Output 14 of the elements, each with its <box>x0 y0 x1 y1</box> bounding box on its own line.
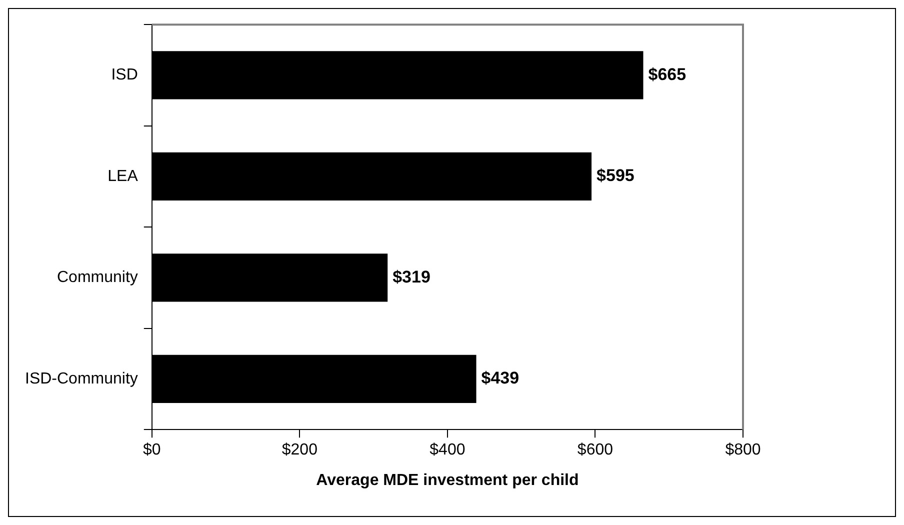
y-tick-label: ISD <box>111 66 138 84</box>
x-tick-label: $400 <box>430 442 466 459</box>
x-tick-label: $0 <box>143 442 161 459</box>
x-tick-label: $800 <box>725 442 761 459</box>
data-label: $439 <box>481 368 520 388</box>
y-tick-label: ISD-Community <box>25 370 138 388</box>
x-axis-title: Average MDE investment per child <box>316 472 579 489</box>
data-label: $319 <box>392 267 430 286</box>
data-label: $665 <box>648 64 686 84</box>
y-tick-label: LEA <box>108 168 138 185</box>
x-tick-label: $600 <box>577 442 614 459</box>
data-label: $595 <box>596 166 634 186</box>
y-tick-label: Community <box>57 269 138 286</box>
x-tick-label: $200 <box>282 442 318 459</box>
